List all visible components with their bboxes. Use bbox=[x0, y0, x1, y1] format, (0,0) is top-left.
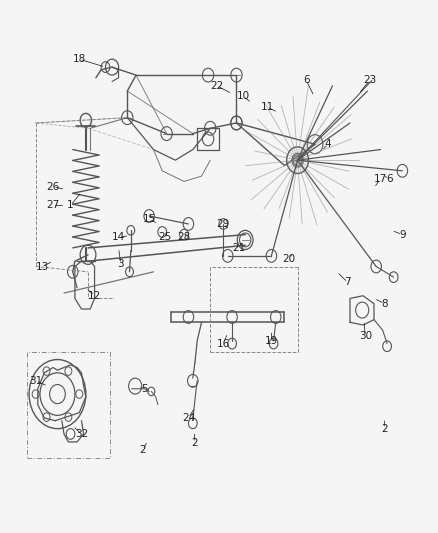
Text: 22: 22 bbox=[210, 81, 223, 91]
Text: 30: 30 bbox=[359, 330, 372, 341]
Text: 14: 14 bbox=[112, 232, 125, 243]
Text: 25: 25 bbox=[158, 232, 171, 243]
Text: 24: 24 bbox=[182, 413, 195, 423]
Text: 9: 9 bbox=[399, 230, 406, 240]
Text: 20: 20 bbox=[283, 254, 295, 263]
Text: 10: 10 bbox=[237, 91, 250, 101]
Text: 18: 18 bbox=[73, 54, 86, 64]
Text: 6: 6 bbox=[303, 76, 310, 85]
Text: 7: 7 bbox=[345, 278, 351, 287]
Text: 31: 31 bbox=[29, 376, 42, 386]
Text: 32: 32 bbox=[75, 429, 88, 439]
Text: 13: 13 bbox=[35, 262, 49, 271]
Text: 3: 3 bbox=[117, 259, 124, 269]
Text: 6: 6 bbox=[386, 174, 392, 184]
Text: 8: 8 bbox=[381, 298, 388, 309]
Text: 19: 19 bbox=[265, 336, 278, 346]
Text: 16: 16 bbox=[217, 338, 230, 349]
Text: 12: 12 bbox=[88, 290, 101, 301]
Text: 2: 2 bbox=[192, 438, 198, 448]
Text: 21: 21 bbox=[232, 243, 245, 253]
Text: 2: 2 bbox=[139, 445, 146, 455]
Text: 11: 11 bbox=[261, 102, 274, 112]
Text: 29: 29 bbox=[217, 219, 230, 229]
Text: 26: 26 bbox=[46, 182, 60, 192]
Text: 1: 1 bbox=[67, 200, 74, 211]
Text: 4: 4 bbox=[325, 139, 332, 149]
Text: 23: 23 bbox=[363, 76, 376, 85]
Text: 15: 15 bbox=[142, 214, 156, 224]
Text: 5: 5 bbox=[141, 384, 148, 394]
Text: 17: 17 bbox=[374, 174, 387, 184]
Text: 28: 28 bbox=[177, 232, 191, 243]
Text: 2: 2 bbox=[381, 424, 388, 434]
Text: 27: 27 bbox=[46, 200, 60, 211]
